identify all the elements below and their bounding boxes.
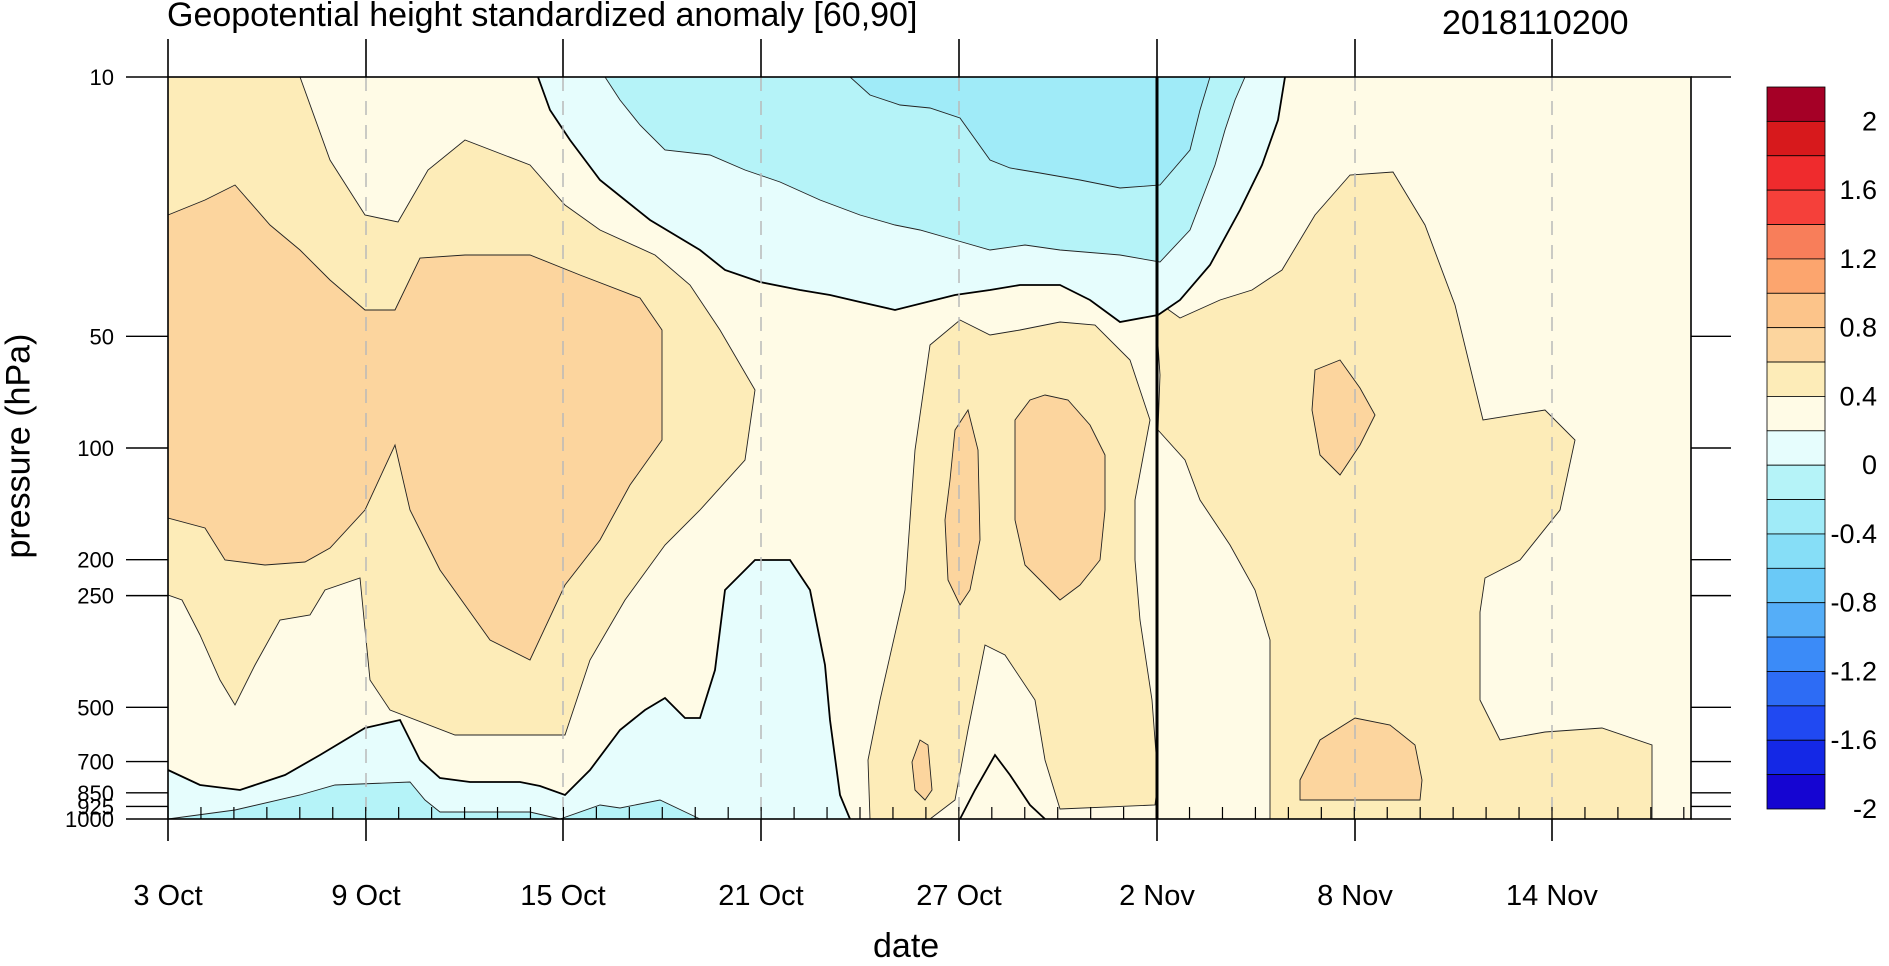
colorbar-swatch [1766, 636, 1826, 672]
x-tick-label: 27 Oct [916, 880, 1001, 912]
fill-warm-blob-5 [911, 739, 933, 801]
colorbar-swatch [1766, 430, 1826, 466]
zero-contour-3 [959, 753, 1046, 820]
date-stamp: 2018110200 [1442, 4, 1629, 42]
x-tick-label: 8 Nov [1317, 880, 1393, 912]
colorbar-swatch [1766, 705, 1826, 741]
fill-warm-blob-3 [1311, 359, 1376, 476]
colorbar-swatch [1766, 155, 1826, 191]
colorbar-swatch [1766, 567, 1826, 604]
colorbar-label: 2 [1862, 106, 1877, 136]
colorbar-swatch [1766, 327, 1826, 363]
y-tick-label: 1000 [65, 807, 114, 832]
x-axis-label: date [873, 927, 940, 965]
colorbar-swatch [1766, 120, 1826, 157]
colorbar-label: -0.4 [1830, 519, 1877, 549]
fill-warm-right [1154, 171, 1653, 820]
colorbar-label: -1.6 [1830, 725, 1877, 755]
fill-cold-top-core [848, 76, 1211, 189]
y-tick-label: 10 [90, 65, 114, 90]
fill-warm-blob-4 [1299, 717, 1423, 801]
colorbar-swatch [1766, 189, 1826, 225]
y-tick-label: 500 [77, 695, 114, 720]
chart-title: Geopotential height standardized anomaly… [167, 0, 918, 34]
colorbar-swatch [1766, 361, 1826, 397]
contour-lines [167, 76, 1286, 820]
axes: 3 Oct 9 Oct 15 Oct 21 Oct 27 Oct 2 Nov 8 Nov 14… [65, 39, 1731, 912]
colorbar-swatch [1766, 396, 1826, 432]
colorbar-swatch [1766, 739, 1826, 776]
colorbar-label: 1.2 [1839, 244, 1877, 274]
colorbar-swatch [1766, 464, 1826, 500]
colorbar-swatch [1766, 671, 1826, 707]
x-tick-label: 9 Oct [331, 880, 400, 912]
x-tick-label: 3 Oct [133, 880, 202, 912]
colorbar-label: 0 [1862, 450, 1877, 480]
colorbar-label: -2 [1853, 794, 1877, 824]
y-tick-label: 100 [77, 436, 114, 461]
x-tick-label: 2 Nov [1119, 880, 1195, 912]
y-tick-label: 250 [77, 584, 114, 609]
x-tick-label: 15 Oct [520, 880, 605, 912]
colorbar-label: 1.6 [1839, 175, 1877, 205]
y-tick-label: 50 [90, 324, 114, 349]
zero-contour-1 [537, 76, 1286, 323]
colorbar-swatch [1766, 602, 1826, 638]
colorbar-swatch [1766, 224, 1826, 260]
y-tick-label: 200 [77, 548, 114, 573]
colorbar-swatch [1766, 258, 1826, 294]
fill-warm-left-inner [167, 184, 663, 661]
y-tick-label: 700 [77, 750, 114, 775]
contour-fills [167, 76, 1691, 820]
colorbar-swatch [1766, 533, 1826, 569]
x-tick-label: 14 Nov [1506, 880, 1598, 912]
x-tick-label: 21 Oct [718, 880, 803, 912]
colorbar: 2 1.6 1.2 0.8 0.4 0 -0.4 -0.8 -1.2 -1.6 -2 [1766, 86, 1877, 824]
y-tick-label: 925 [77, 794, 114, 819]
colorbar-swatch [1766, 86, 1826, 122]
colorbar-label: 0.4 [1839, 381, 1877, 411]
colorbar-swatch [1766, 292, 1826, 329]
colorbar-label: -1.2 [1830, 656, 1877, 686]
colorbar-swatch [1766, 499, 1826, 535]
colorbar-swatch [1766, 774, 1826, 810]
colorbar-label: 0.8 [1839, 313, 1877, 343]
fill-warm-blob-1 [944, 408, 981, 606]
zero-contour-2 [167, 559, 851, 820]
colorbar-label: -0.8 [1830, 588, 1877, 618]
fill-warm-blob-2 [1014, 394, 1106, 601]
y-tick-label: 850 [77, 781, 114, 806]
